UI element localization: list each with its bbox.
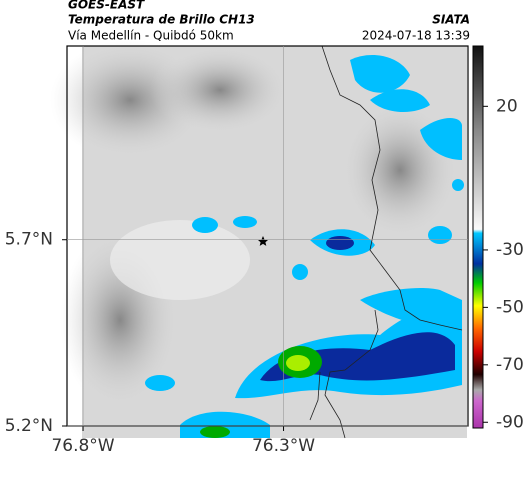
- colorbar-tick-label: -30: [496, 240, 524, 260]
- colorbar-tick-label: -90: [496, 412, 524, 432]
- subtitle: Vía Medellín - Quibdó 50km: [68, 29, 234, 43]
- satellite-image: [50, 40, 467, 439]
- lat-tick-label: 5.2°N: [5, 416, 53, 436]
- colorbar: [472, 45, 484, 429]
- title: Temperatura de Brillo CH13: [68, 13, 255, 27]
- colorbar-tick-label: 20: [496, 96, 518, 116]
- satellite: GOES-EAST: [68, 0, 145, 12]
- colorbar-tick-label: -50: [496, 297, 524, 317]
- lon-tick-label: 76.8°W: [51, 436, 114, 456]
- lat-tick-label: 5.7°N: [5, 230, 53, 250]
- source: SIATA: [432, 13, 470, 27]
- datetime: 2024-07-18 13:39: [362, 29, 470, 43]
- lon-tick-label: 76.3°W: [252, 436, 315, 456]
- colorbar-tick-label: -70: [496, 355, 524, 375]
